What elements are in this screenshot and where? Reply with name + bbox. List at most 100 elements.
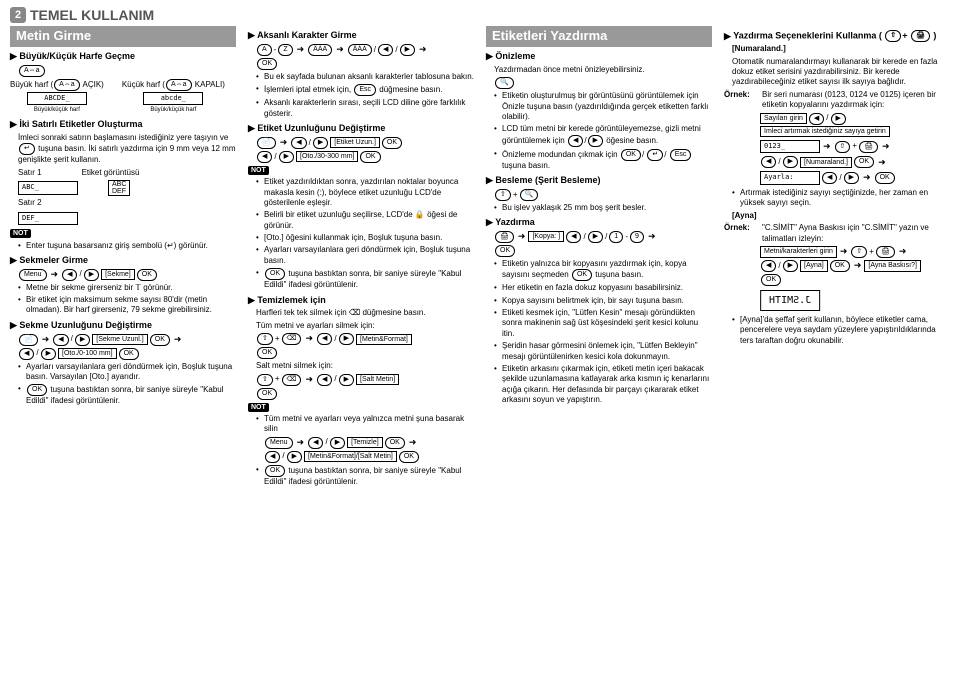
key-right-b5[interactable]: ▶ bbox=[339, 374, 354, 386]
key-ok-b8[interactable]: OK bbox=[399, 451, 419, 463]
tem-label: [Temizle] bbox=[347, 437, 383, 448]
key-print-d3[interactable]: 🖨 bbox=[876, 246, 895, 258]
clear-p2: Tüm metni ve ayarları silmek için: bbox=[256, 321, 474, 331]
key-ok-d4[interactable]: OK bbox=[761, 274, 781, 286]
key-left-d4[interactable]: ◀ bbox=[761, 260, 776, 272]
key-right-b3[interactable]: ▶ bbox=[279, 151, 294, 163]
key-right-d2[interactable]: ▶ bbox=[783, 156, 798, 168]
key-shift-d3[interactable]: ⇧ bbox=[851, 246, 867, 258]
key-left-c[interactable]: ◀ bbox=[568, 135, 583, 147]
key-left-b3[interactable]: ◀ bbox=[257, 151, 272, 163]
key-enter-c[interactable]: ↵ bbox=[647, 149, 663, 161]
key-right-d4[interactable]: ▶ bbox=[783, 260, 798, 272]
key-print[interactable]: 🖨 bbox=[495, 231, 514, 243]
print-b6: Etiketin arkasını çıkarmak için, etiketi… bbox=[494, 364, 712, 406]
key-ok-d3[interactable]: OK bbox=[830, 260, 850, 272]
key-accent-2[interactable]: ÂÁÀ bbox=[348, 44, 372, 56]
key-ok-d1[interactable]: OK bbox=[854, 156, 874, 168]
key-accent[interactable]: ÂÁÀ bbox=[308, 44, 332, 56]
key-label[interactable]: 📄 bbox=[19, 334, 38, 346]
key-right-b2[interactable]: ▶ bbox=[313, 137, 328, 149]
key-ok-b1[interactable]: OK bbox=[257, 58, 277, 70]
key-a[interactable]: A bbox=[257, 44, 272, 56]
key-bs-2[interactable]: ⌫ bbox=[282, 374, 302, 386]
h-tabs: Sekmeler Girme bbox=[10, 255, 236, 267]
key-ok-b7[interactable]: OK bbox=[385, 437, 405, 449]
key-1[interactable]: 1 bbox=[609, 231, 623, 243]
lcd-lower: abcde_ bbox=[143, 92, 203, 106]
key-right-b6[interactable]: ▶ bbox=[330, 437, 345, 449]
key-right[interactable]: ▶ bbox=[84, 269, 99, 281]
num-label: [Numaraland.] bbox=[732, 44, 950, 54]
key-ok-b2[interactable]: OK bbox=[382, 137, 402, 149]
col-c-header: Etiketleri Yazdırma bbox=[486, 26, 712, 47]
key-left-b2[interactable]: ◀ bbox=[291, 137, 306, 149]
tabs-b2: Bir etiket için maksimum sekme sayısı 80… bbox=[18, 295, 236, 316]
key-shift-c[interactable]: ⇧ bbox=[495, 189, 511, 201]
key-right-d3[interactable]: ▶ bbox=[844, 172, 859, 184]
tab-len-l2: [Oto./0-100 mm] bbox=[58, 348, 117, 359]
key-ok-b6[interactable]: OK bbox=[257, 388, 277, 400]
key-preview[interactable]: 🔍 bbox=[495, 77, 514, 89]
key-ok-b3[interactable]: OK bbox=[360, 151, 380, 163]
key-ok-d2[interactable]: OK bbox=[875, 172, 895, 184]
key-ok-b4[interactable]: OK bbox=[265, 268, 285, 280]
h-case: Büyük/Küçük Harfe Geçme bbox=[10, 51, 236, 63]
key-ok-c2[interactable]: OK bbox=[495, 245, 515, 257]
key-ok-1[interactable]: OK bbox=[137, 269, 157, 281]
key-ok-c1[interactable]: OK bbox=[621, 149, 641, 161]
key-left[interactable]: ◀ bbox=[62, 269, 77, 281]
h-two-line: İki Satırlı Etiketler Oluşturma bbox=[10, 119, 236, 131]
key-left-b7[interactable]: ◀ bbox=[265, 451, 280, 463]
key-caps-on[interactable]: A⇔a bbox=[54, 79, 80, 91]
key-left-b4[interactable]: ◀ bbox=[317, 333, 332, 345]
key-right-d[interactable]: ▶ bbox=[831, 113, 846, 125]
key-shift[interactable]: ⇧ bbox=[257, 333, 273, 345]
key-right-b[interactable]: ▶ bbox=[400, 44, 415, 56]
main-title: TEMEL KULLANIM bbox=[30, 6, 154, 24]
key-label-b[interactable]: 📄 bbox=[257, 137, 276, 149]
upper-label: Büyük harf bbox=[10, 80, 48, 89]
key-enter[interactable]: ↵ bbox=[19, 143, 35, 155]
key-left-d2[interactable]: ◀ bbox=[761, 156, 776, 168]
key-z[interactable]: Z bbox=[278, 44, 292, 56]
key-left-d[interactable]: ◀ bbox=[809, 113, 824, 125]
key-left-b5[interactable]: ◀ bbox=[317, 374, 332, 386]
key-left-b6[interactable]: ◀ bbox=[308, 437, 323, 449]
key-left-2[interactable]: ◀ bbox=[53, 334, 68, 346]
key-shift-2[interactable]: ⇧ bbox=[257, 374, 273, 386]
num-b1: Artırmak istediğiniz sayıyı seçtiğinizde… bbox=[732, 188, 950, 209]
key-right-3[interactable]: ▶ bbox=[41, 348, 56, 360]
preview-b2b: öğesine basın. bbox=[606, 136, 658, 145]
key-ok-2[interactable]: OK bbox=[150, 334, 170, 346]
key-ok-3[interactable]: OK bbox=[119, 348, 139, 360]
key-print-d2[interactable]: 🖨 bbox=[859, 141, 878, 153]
key-esc-c[interactable]: Esc bbox=[670, 149, 692, 161]
key-right-b7[interactable]: ▶ bbox=[287, 451, 302, 463]
key-ok-b5[interactable]: OK bbox=[257, 347, 277, 359]
key-left-c2[interactable]: ◀ bbox=[566, 231, 581, 243]
feed-b1: Bu işlev yaklaşık 25 mm boş şerit besler… bbox=[494, 203, 712, 213]
key-shift-d[interactable]: ⇧ bbox=[885, 30, 901, 42]
key-esc[interactable]: Esc bbox=[354, 84, 376, 96]
key-ok-b9[interactable]: OK bbox=[265, 465, 285, 477]
key-left-b[interactable]: ◀ bbox=[378, 44, 393, 56]
key-ok-c3[interactable]: OK bbox=[572, 269, 592, 281]
key-menu-b[interactable]: Menu bbox=[265, 437, 293, 449]
key-preview-c[interactable]: 🔍 bbox=[520, 189, 539, 201]
key-caps[interactable]: A⇔a bbox=[19, 65, 45, 77]
key-print-d[interactable]: 🖨 bbox=[911, 30, 930, 42]
lcd-ayar: Ayarla: bbox=[760, 171, 820, 185]
key-menu[interactable]: Menu bbox=[19, 269, 47, 281]
key-right-b4[interactable]: ▶ bbox=[339, 333, 354, 345]
key-bs[interactable]: ⌫ bbox=[282, 333, 302, 345]
key-right-2[interactable]: ▶ bbox=[75, 334, 90, 346]
key-ok-4[interactable]: OK bbox=[27, 384, 47, 396]
key-caps-off[interactable]: A⇔a bbox=[166, 79, 192, 91]
key-left-3[interactable]: ◀ bbox=[19, 348, 34, 360]
key-left-d3[interactable]: ◀ bbox=[822, 172, 837, 184]
key-shift-d2[interactable]: ⇧ bbox=[835, 141, 851, 153]
key-right-c[interactable]: ▶ bbox=[588, 135, 603, 147]
key-9[interactable]: 9 bbox=[630, 231, 644, 243]
key-right-c2[interactable]: ▶ bbox=[588, 231, 603, 243]
